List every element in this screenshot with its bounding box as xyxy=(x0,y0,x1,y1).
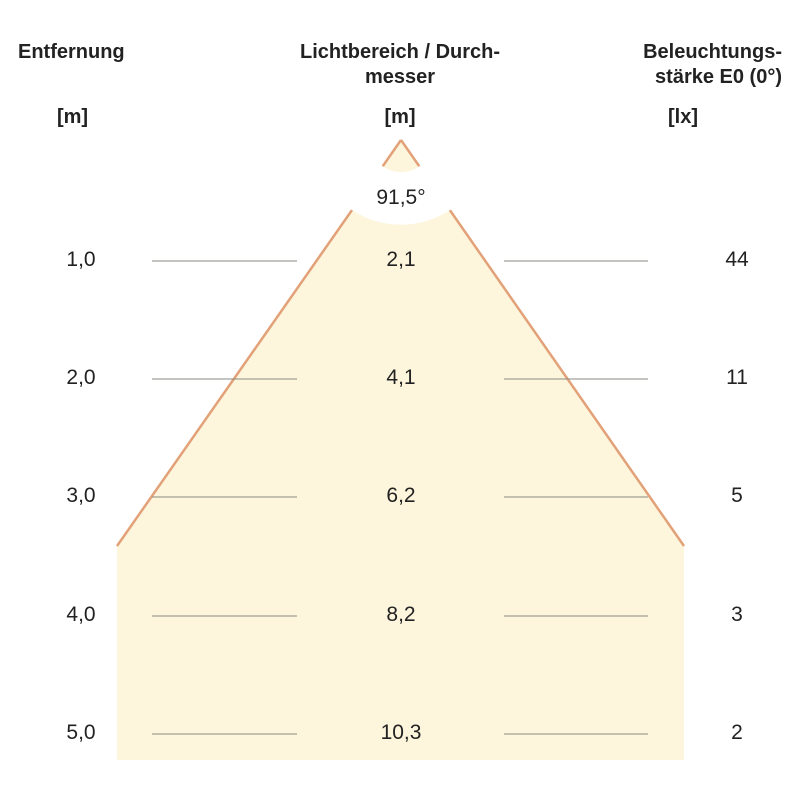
illuminance-unit: [lx] xyxy=(668,106,698,128)
diameter-value: 4,1 xyxy=(386,366,416,389)
illuminance-value: 44 xyxy=(725,248,749,271)
distance-unit: [m] xyxy=(56,106,89,128)
diameter-value: 2,1 xyxy=(386,248,416,271)
distance-value: 5,0 xyxy=(66,721,96,744)
distance-value: 1,0 xyxy=(66,248,96,271)
diameter-value: 10,3 xyxy=(380,721,422,744)
beam-angle-label: 91,5° xyxy=(376,186,426,209)
diameter-value: 8,2 xyxy=(386,603,416,626)
diameter-value: 6,2 xyxy=(386,484,416,507)
illuminance-value: 11 xyxy=(726,366,748,389)
illuminance-value: 5 xyxy=(731,484,743,507)
distance-value: 2,0 xyxy=(66,366,96,389)
illuminance-value: 3 xyxy=(731,603,743,626)
illuminance-header: Beleuchtungs- stärke E0 (0°) xyxy=(643,41,782,88)
distance-header: Entfernung xyxy=(18,41,125,63)
distance-value: 4,0 xyxy=(66,603,96,626)
distance-value: 3,0 xyxy=(66,484,96,507)
light-cone xyxy=(115,139,686,760)
diameter-header: Lichtbereich / Durch- messer [m] xyxy=(299,41,501,128)
cone-tip xyxy=(369,139,433,172)
illuminance-value: 2 xyxy=(731,721,743,744)
